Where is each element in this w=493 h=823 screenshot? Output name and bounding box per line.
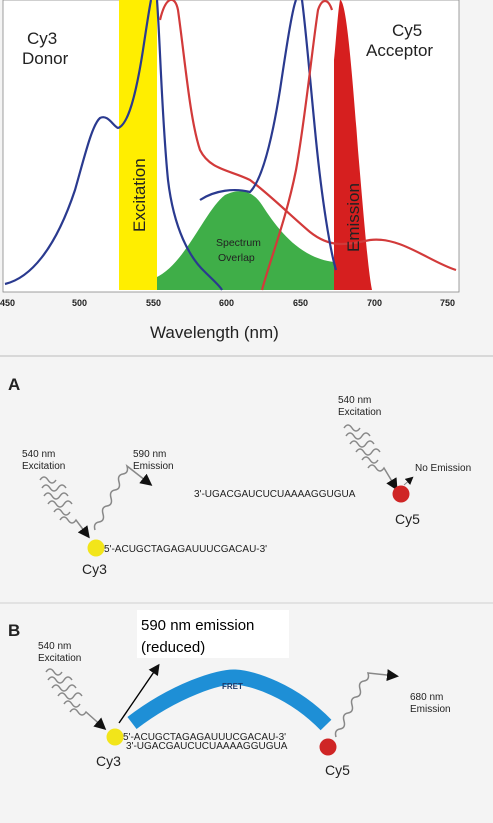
fret-label: FRET — [222, 682, 243, 691]
x-axis-label: Wavelength (nm) — [150, 323, 279, 342]
donor-absorption-curve — [4, 0, 223, 291]
right-excitation-wave — [343, 424, 396, 488]
donor-emission-curve — [158, 0, 457, 272]
annotation-background — [137, 610, 289, 658]
cy3-label: Cy3 — [96, 753, 121, 769]
x-tick-label: 750 — [440, 298, 455, 308]
excitation-wave — [45, 668, 104, 728]
cy3-dot — [87, 539, 105, 557]
left-excitation-label-line2: Excitation — [22, 461, 65, 472]
cy5-dot — [392, 485, 410, 503]
acceptor-label-line2: Acceptor — [366, 41, 433, 60]
fret-arc — [127, 669, 332, 731]
x-tick-label: 600 — [219, 298, 234, 308]
emission-label-line2: Emission — [410, 704, 451, 715]
emission-wave — [334, 669, 399, 738]
emission-label-line1: 680 nm — [410, 692, 443, 703]
cy5-label: Cy5 — [325, 762, 350, 778]
strand-top: 5'-ACUGCTAGAGAUUUCGACAU-3' — [123, 732, 286, 743]
no-emission-label: No Emission — [415, 463, 471, 474]
cy5-label: Cy5 — [395, 511, 420, 527]
strand-bottom: 5'-ACUGCTAGAGAUUUCGACAU-3' — [104, 544, 267, 555]
annotation-line2: (reduced) — [141, 639, 205, 656]
overlap-label-line1: Spectrum — [216, 237, 261, 249]
acceptor-label-line1: Cy5 — [392, 21, 422, 40]
strand-bottom: 3'-UGACGAUCUCUAAAAGGUGUA — [126, 741, 288, 752]
left-excitation-wave — [39, 476, 88, 536]
cy3-dot — [106, 728, 124, 746]
acceptor-emission-curve — [260, 0, 334, 291]
emission-label: Emission — [344, 183, 363, 252]
panel-b: B 590 nm emission (reduced) 540 nm Excit… — [8, 610, 451, 778]
left-emission-label-line1: 590 nm — [133, 449, 166, 460]
x-axis: 450 500 550 600 650 700 750 — [0, 298, 455, 308]
donor-label-line2: Donor — [22, 49, 69, 68]
no-emission-arrow — [403, 476, 414, 486]
panel-a: A 540 nm Excitation 590 nm Emission 5'-A… — [8, 375, 471, 577]
x-tick-label: 650 — [293, 298, 308, 308]
spectrum-panel: Cy3 Donor Cy5 Acceptor Excitation Emissi… — [0, 0, 460, 342]
overlap-label-line2: Overlap — [218, 252, 255, 264]
x-tick-label: 500 — [72, 298, 87, 308]
excitation-peak — [119, 0, 157, 130]
panel-b-letter: B — [8, 621, 20, 640]
strand-top: 3'-UGACGAUCUCUAAAAGGUGUA — [194, 489, 356, 500]
cy5-dot — [319, 738, 337, 756]
right-excitation-label-line2: Excitation — [338, 407, 381, 418]
left-emission-label-line2: Emission — [133, 461, 174, 472]
left-emission-wave — [93, 463, 153, 531]
left-excitation-label-line1: 540 nm — [22, 449, 55, 460]
panel-a-letter: A — [8, 375, 20, 394]
x-tick-label: 700 — [367, 298, 382, 308]
excitation-label-line2: Excitation — [38, 653, 81, 664]
x-tick-label: 550 — [146, 298, 161, 308]
right-excitation-label-line1: 540 nm — [338, 395, 371, 406]
emission-band — [334, 0, 372, 290]
acceptor-absorption-curve — [199, 0, 338, 271]
annotation-arrow — [118, 663, 160, 724]
donor-label-line1: Cy3 — [27, 29, 57, 48]
x-tick-label: 450 — [0, 298, 15, 308]
cy3-label: Cy3 — [82, 561, 107, 577]
annotation-line1: 590 nm emission — [141, 617, 254, 634]
excitation-label: Excitation — [130, 158, 149, 232]
excitation-label-line1: 540 nm — [38, 641, 71, 652]
